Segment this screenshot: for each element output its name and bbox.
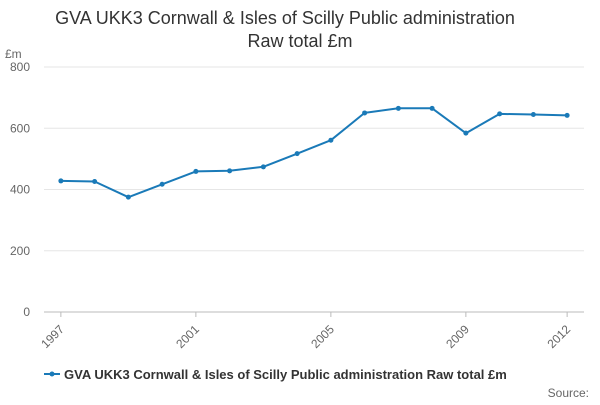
y-tick-label: 0 — [23, 305, 30, 319]
series-line — [59, 107, 569, 199]
data-point-2003[interactable] — [260, 164, 266, 170]
chart-title: GVA UKK3 Cornwall & Isles of Scilly Publ… — [55, 8, 515, 28]
data-point-2005[interactable] — [328, 137, 334, 143]
chart-subtitle: Raw total £m — [247, 31, 352, 51]
legend-marker — [49, 371, 55, 377]
grid-lines — [44, 66, 584, 313]
y-axis-ticks: 0 200 400 600 800 — [10, 60, 30, 319]
legend-label: GVA UKK3 Cornwall & Isles of Scilly Publ… — [64, 367, 507, 382]
data-point-2012[interactable] — [564, 112, 570, 118]
data-point-1998[interactable] — [92, 179, 98, 185]
legend[interactable]: GVA UKK3 Cornwall & Isles of Scilly Publ… — [44, 367, 507, 382]
data-point-2008[interactable] — [429, 105, 435, 111]
data-point-1997[interactable] — [58, 178, 64, 184]
x-tick-label: 2009 — [443, 322, 472, 351]
data-point-2007[interactable] — [395, 105, 401, 111]
data-point-2010[interactable] — [497, 111, 503, 117]
data-point-2006[interactable] — [362, 110, 368, 116]
series-layer — [58, 105, 570, 200]
data-point-2000[interactable] — [159, 181, 165, 187]
x-tick-label: 2001 — [173, 322, 202, 351]
x-tick-label: 1997 — [38, 322, 67, 351]
y-tick-label: 600 — [10, 121, 30, 135]
x-tick-label: 2005 — [308, 322, 337, 351]
y-tick-label: 200 — [10, 244, 30, 258]
data-point-2002[interactable] — [227, 168, 233, 174]
data-point-2004[interactable] — [294, 151, 300, 157]
data-point-2011[interactable] — [530, 111, 536, 117]
y-axis-unit-label: £m — [5, 47, 22, 61]
data-point-2009[interactable] — [463, 130, 469, 136]
data-point-2001[interactable] — [193, 168, 199, 174]
x-axis-ticks: 1997 2001 2005 2009 2012 — [38, 312, 573, 351]
source-label: Source: — [548, 386, 589, 400]
data-point-1999[interactable] — [125, 194, 131, 200]
y-tick-label: 800 — [10, 60, 30, 74]
y-tick-label: 400 — [10, 183, 30, 197]
x-tick-label: 2012 — [544, 322, 573, 351]
